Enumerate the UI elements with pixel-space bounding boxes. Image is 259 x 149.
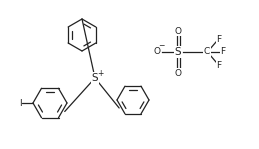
Text: O: O xyxy=(175,27,182,35)
Text: +: + xyxy=(97,69,104,77)
Text: F: F xyxy=(220,48,226,56)
Text: O: O xyxy=(154,48,161,56)
Text: S: S xyxy=(175,47,181,57)
Text: O: O xyxy=(175,69,182,77)
Text: C: C xyxy=(204,48,210,56)
Text: F: F xyxy=(217,60,221,69)
Text: I: I xyxy=(19,98,21,107)
Text: F: F xyxy=(217,35,221,44)
Text: S: S xyxy=(92,73,98,83)
Text: −: − xyxy=(158,42,164,51)
